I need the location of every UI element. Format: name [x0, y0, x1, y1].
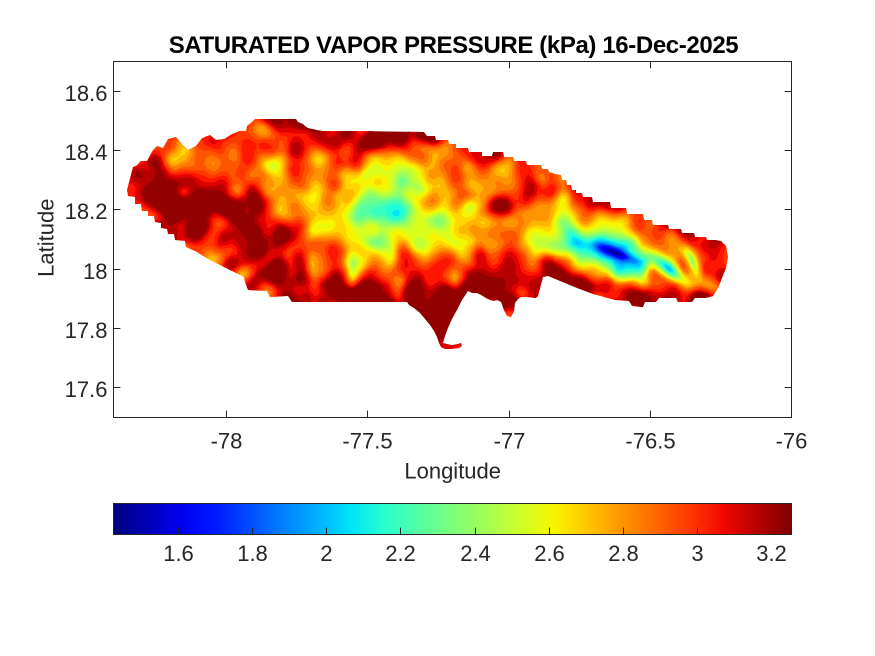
- svg-text:2.8: 2.8: [608, 541, 639, 566]
- svg-text:2.4: 2.4: [460, 541, 491, 566]
- svg-text:18.4: 18.4: [65, 140, 108, 165]
- svg-text:18.6: 18.6: [65, 81, 108, 106]
- svg-text:SATURATED VAPOR PRESSURE (kPa): SATURATED VAPOR PRESSURE (kPa) 16-Dec-20…: [169, 32, 739, 59]
- svg-text:-76: -76: [776, 429, 808, 454]
- svg-text:Latitude: Latitude: [34, 199, 59, 277]
- svg-text:-76.5: -76.5: [625, 429, 675, 454]
- svg-text:18.2: 18.2: [65, 199, 108, 224]
- svg-text:17.8: 17.8: [65, 318, 108, 343]
- svg-text:1.8: 1.8: [237, 541, 268, 566]
- svg-text:3.2: 3.2: [756, 541, 787, 566]
- svg-text:Longitude: Longitude: [404, 459, 501, 484]
- svg-text:2.6: 2.6: [534, 541, 565, 566]
- svg-text:2.2: 2.2: [385, 541, 416, 566]
- svg-text:-77.5: -77.5: [342, 429, 392, 454]
- svg-text:-77: -77: [494, 429, 526, 454]
- svg-text:2: 2: [320, 541, 332, 566]
- svg-text:17.6: 17.6: [65, 377, 108, 402]
- svg-text:18: 18: [83, 259, 107, 284]
- svg-text:3: 3: [691, 541, 703, 566]
- svg-text:1.6: 1.6: [163, 541, 194, 566]
- svg-text:-78: -78: [211, 429, 243, 454]
